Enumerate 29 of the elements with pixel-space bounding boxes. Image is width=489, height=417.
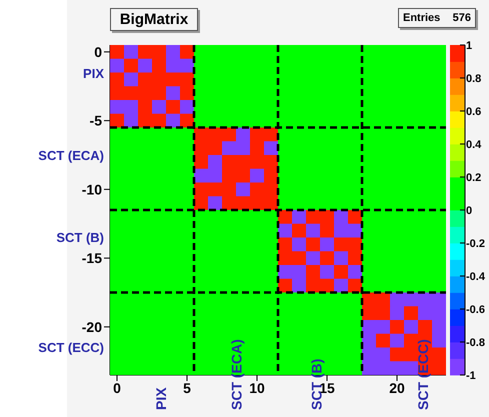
annotation: SCT (ECA) [228,339,245,410]
x-tick-label: 20 [389,380,405,396]
y-tick-label: -15 [82,250,102,266]
y-tick-label: -10 [82,181,102,198]
y-tick-label: -20 [82,318,102,335]
color-bar-label: 0.6 [466,106,482,118]
color-bar-label: 0.4 [466,139,482,151]
color-bar-label: -0.4 [466,271,486,283]
text: Entries 576 [403,12,471,24]
text: SCT (ECA) [38,147,104,166]
color-bar-label: -1 [466,370,476,382]
color-bar-label: 0 [466,205,472,217]
y-tick-label: -5 [90,112,102,129]
x-tick-label: 5 [183,380,192,396]
text: PIX [83,64,104,83]
text: SCT (ECC) [38,338,104,356]
y-tick-label: 0 [94,44,102,60]
color-bar-label: 1 [466,40,472,52]
color-bar-label: 0.8 [466,73,482,85]
color-bar-label: -0.8 [466,337,485,349]
text: PIX [153,386,169,410]
color-bar-label: -0.2 [466,238,485,250]
text: SCT (B) [56,228,104,246]
color-bar-label: -0.6 [466,304,485,316]
color-bar-label: 0.2 [466,172,482,184]
annotation: SCT (ECC) [414,339,431,410]
x-tick-label: 10 [249,380,265,396]
x-tick-label: 0 [113,380,122,396]
chart-title: BigMatrix [110,8,198,31]
